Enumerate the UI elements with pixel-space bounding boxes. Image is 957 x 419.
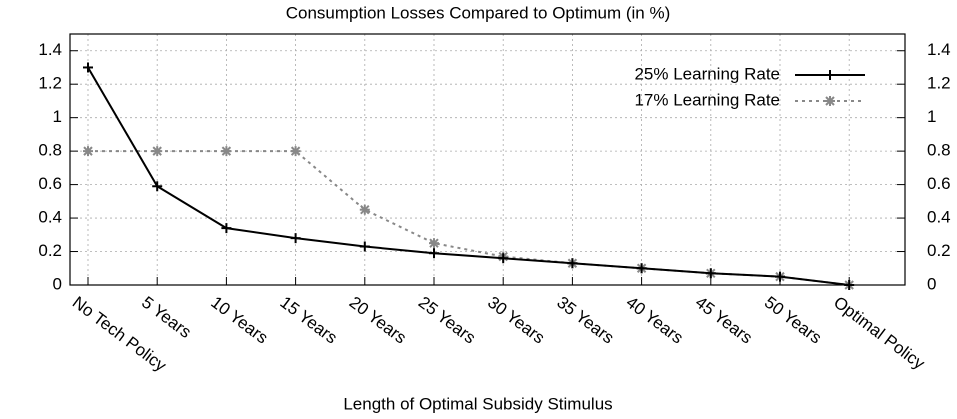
x-tick-label: 10 Years xyxy=(207,293,271,348)
x-tick-label: 40 Years xyxy=(622,293,686,348)
y-tick-label: 0.8 xyxy=(38,141,62,160)
point-marker xyxy=(567,258,578,269)
y-tick-label: 0.2 xyxy=(38,241,62,260)
point-marker xyxy=(359,241,370,252)
x-tick-label: 30 Years xyxy=(484,293,548,348)
plot-frame xyxy=(69,33,906,286)
y-tick-label: 0.6 xyxy=(38,174,62,193)
point-marker xyxy=(152,146,163,157)
x-tick-label: 45 Years xyxy=(692,293,756,348)
y2-tick-label: 0.4 xyxy=(927,208,951,227)
y2-tick-label: 1.2 xyxy=(927,74,951,93)
series-line xyxy=(87,66,850,286)
point-marker xyxy=(221,223,232,234)
y-tick-label: 1 xyxy=(53,107,62,126)
x-tick-label: 25 Years xyxy=(415,293,479,348)
marker-stroke xyxy=(429,238,439,248)
marker-stroke xyxy=(360,204,370,215)
legend-marker xyxy=(825,70,835,80)
x-tick-label: 35 Years xyxy=(553,293,617,348)
marker-stroke xyxy=(825,96,835,106)
x-tick-label: 15 Years xyxy=(276,293,340,348)
y2-tick-label: 1.4 xyxy=(927,40,951,59)
marker-stroke xyxy=(221,146,232,156)
marker-stroke xyxy=(290,146,301,156)
legend-marker xyxy=(825,96,835,106)
y2-tick-label: 1 xyxy=(927,107,936,126)
point-marker xyxy=(83,146,93,157)
point-marker xyxy=(844,280,855,290)
point-marker xyxy=(705,268,716,279)
point-marker xyxy=(221,146,232,157)
y2-tick-label: 0.8 xyxy=(927,141,951,160)
point-marker xyxy=(636,263,647,274)
x-tick-label: Optimal Policy xyxy=(830,293,929,374)
legend-label: 25% Learning Rate xyxy=(634,64,780,83)
y2-tick-label: 0.2 xyxy=(927,241,951,260)
chart-title: Consumption Losses Compared to Optimum (… xyxy=(286,3,671,22)
point-marker xyxy=(152,181,163,192)
legend-label: 17% Learning Rate xyxy=(634,90,780,109)
y-tick-label: 0.4 xyxy=(38,208,62,227)
x-tick-label: 50 Years xyxy=(761,293,825,348)
point-marker xyxy=(775,271,785,282)
marker-stroke xyxy=(83,146,93,156)
point-marker xyxy=(498,253,509,264)
point-marker xyxy=(359,204,370,215)
y-tick-label: 1.4 xyxy=(38,40,62,59)
point-marker xyxy=(290,146,301,157)
point-marker xyxy=(429,238,439,249)
point-marker xyxy=(83,62,93,73)
point-marker xyxy=(429,248,439,259)
y-tick-label: 0 xyxy=(53,274,62,293)
y-tick-label: 1.2 xyxy=(38,74,62,93)
x-tick-label: 20 Years xyxy=(346,293,410,348)
x-tick-label: 5 Years xyxy=(138,293,195,342)
marker-stroke xyxy=(152,146,162,156)
point-marker xyxy=(290,233,301,244)
y2-tick-label: 0 xyxy=(927,274,936,293)
x-axis-label: Length of Optimal Subsidy Stimulus xyxy=(343,394,612,413)
y2-tick-label: 0.6 xyxy=(927,174,951,193)
